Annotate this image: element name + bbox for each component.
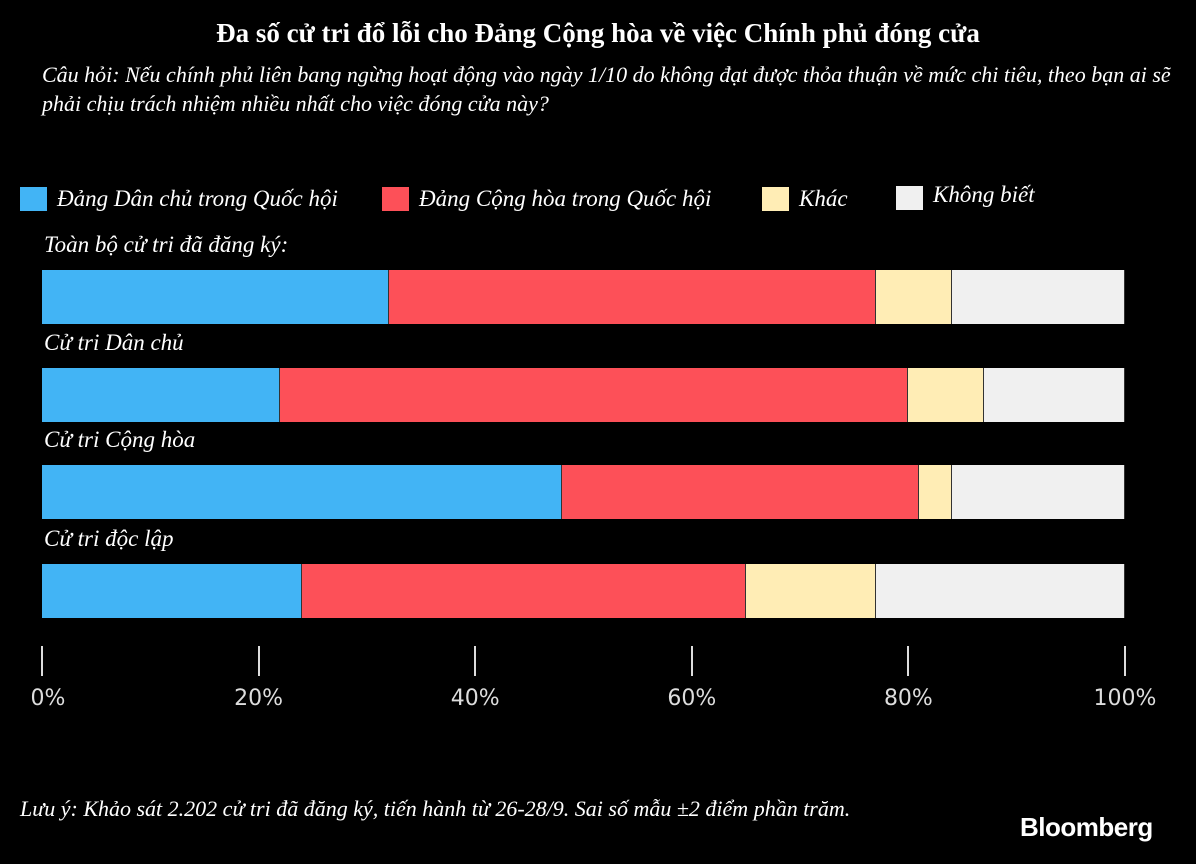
category-label: Cử tri Dân chủ bbox=[44, 330, 184, 355]
bar-segment bbox=[42, 368, 281, 422]
x-tick-label: 0% bbox=[30, 686, 66, 711]
category-label: Cử tri độc lập bbox=[44, 526, 174, 551]
chart-subtitle: Câu hỏi: Nếu chính phủ liên bang ngừng h… bbox=[42, 62, 1171, 116]
bar-segment bbox=[388, 270, 876, 324]
bar-segment bbox=[561, 465, 920, 519]
x-tick-label: 60% bbox=[667, 686, 717, 711]
bar-segment bbox=[875, 270, 952, 324]
bar-segment bbox=[42, 564, 302, 618]
x-tick-label: 20% bbox=[234, 686, 284, 711]
x-tick bbox=[41, 646, 43, 676]
category-label: Cử tri Cộng hòa bbox=[44, 427, 196, 452]
bar-segment bbox=[984, 368, 1125, 422]
bar-segment bbox=[919, 465, 952, 519]
bloomberg-logo: Bloomberg bbox=[1020, 812, 1153, 842]
bar-segment bbox=[301, 564, 746, 618]
bar-segment bbox=[42, 270, 389, 324]
legend-item: Đảng Cộng hòa trong Quốc hội bbox=[382, 186, 711, 212]
x-tick-label: 100% bbox=[1093, 686, 1157, 711]
bar-segment bbox=[951, 465, 1125, 519]
legend-label: Không biết bbox=[933, 182, 1035, 207]
legend-swatch bbox=[20, 187, 47, 211]
bar-segment bbox=[951, 270, 1125, 324]
category-label: Toàn bộ cử tri đã đăng ký: bbox=[44, 232, 289, 257]
x-tick-label: 40% bbox=[450, 686, 500, 711]
legend-label: Đảng Cộng hòa trong Quốc hội bbox=[419, 186, 712, 211]
legend-label: Đảng Dân chủ trong Quốc hội bbox=[57, 186, 338, 211]
x-tick-label: 80% bbox=[883, 686, 933, 711]
legend-label: Khác bbox=[799, 186, 848, 211]
legend-item: Đảng Dân chủ trong Quốc hội bbox=[20, 186, 338, 212]
bar-segment bbox=[745, 564, 876, 618]
legend-swatch bbox=[896, 186, 923, 210]
bar-segment bbox=[280, 368, 909, 422]
bar-segment bbox=[875, 564, 1125, 618]
legend-item: Khác bbox=[762, 186, 848, 212]
x-tick bbox=[474, 646, 477, 676]
legend-item: Không biết bbox=[896, 182, 1035, 210]
footnote: Lưu ý: Khảo sát 2.202 cử tri đã đăng ký,… bbox=[20, 796, 851, 821]
x-tick bbox=[907, 646, 910, 676]
legend-swatch bbox=[382, 187, 409, 211]
bar-segment bbox=[42, 465, 562, 519]
legend-swatch bbox=[762, 187, 789, 211]
x-tick bbox=[690, 646, 693, 676]
bar-segment bbox=[908, 368, 985, 422]
x-tick bbox=[257, 646, 260, 676]
chart-title: Đa số cử tri đổ lỗi cho Đảng Cộng hòa về… bbox=[216, 18, 980, 48]
x-tick bbox=[1124, 646, 1126, 676]
